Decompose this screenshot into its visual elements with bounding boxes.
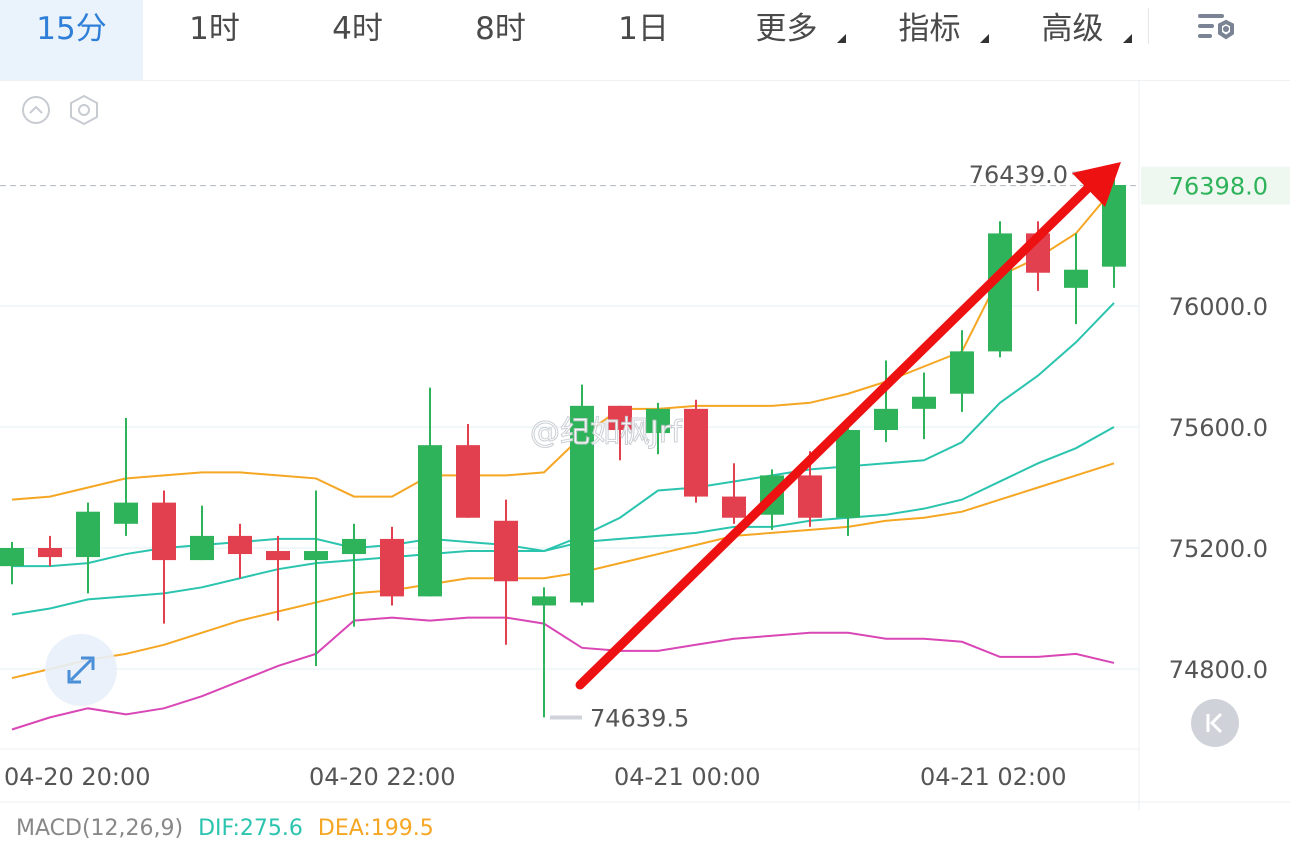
x-tick-label: 04-20 20:00 [4,763,151,791]
current-price-badge [1141,166,1290,205]
macd-dea: DEA:199.5 [317,816,434,841]
indicator-line-1 [11,462,1115,680]
y-tick-label: 75200.0 [1169,535,1268,563]
candle-body [152,502,176,561]
annotation-arrow-shaft [575,183,1093,690]
tab-label: 1时 [189,11,240,47]
tab-label: 指标 [898,11,961,47]
annotation-arrow-head [1072,162,1121,207]
candle-body [836,430,860,518]
low-price-label: 74639.5 [590,705,689,733]
macd-legend: MACD(12,26,9) DIF:275.6 DEA:199.5 [16,816,442,841]
current-price-label: 76398.0 [1169,173,1268,201]
candle-body [608,405,632,431]
tab-label: 1日 [618,11,669,47]
macd-params: MACD(12,26,9) [16,816,184,841]
candle-body [380,538,404,597]
tab-4[interactable]: 1日 [572,0,715,80]
candle-body [114,502,138,524]
tab-label: 4时 [332,11,383,47]
candle-body [304,551,328,561]
candle-body [684,408,708,497]
candle-body [1064,269,1088,288]
candle-body [228,535,252,555]
dropdown-caret-icon [837,34,846,43]
candle-body [798,475,822,518]
tab-label: 高级 [1041,11,1104,47]
candle-body [722,496,746,518]
hexagon-settings-icon[interactable] [68,94,100,126]
tab-6[interactable]: 指标 [858,0,1001,80]
tab-0[interactable]: 15分 [0,0,143,80]
macd-dif: DIF:275.6 [198,816,303,841]
tab-separator [1148,8,1149,44]
candle-body [418,445,442,597]
dropdown-caret-icon [1123,34,1132,43]
candle-body [0,548,24,567]
candlestick-chart[interactable]: 76000.0 75600.0 75200.0 74800.0 76398.0 76439… [0,80,1290,810]
tab-1[interactable]: 1时 [143,0,286,80]
indicator-line-0 [11,616,1115,731]
tab-label: 8时 [475,11,526,47]
candle-body [988,233,1012,352]
candle-body [912,396,936,409]
candle-body [38,548,62,558]
tab-7[interactable]: 高级 [1001,0,1144,80]
candle-body [494,520,518,582]
x-tick-label: 04-20 22:00 [309,763,456,791]
candle-body [646,408,670,434]
chevron-up-circle-icon[interactable] [21,95,51,125]
candle-body [342,538,366,555]
candle-body [874,408,898,431]
high-price-label: 76439.0 [969,161,1068,189]
candle-body [76,511,100,558]
expand-arrows-icon[interactable] [45,634,117,706]
indicator-line-4 [11,187,1115,501]
jump-to-latest-icon[interactable] [1191,699,1239,747]
candle-body [456,445,480,518]
tab-label: 更多 [755,11,818,47]
candle-body [266,551,290,561]
chart-settings-icon[interactable] [1190,10,1246,50]
y-tick-label: 75600.0 [1169,414,1268,442]
dropdown-caret-icon [980,34,989,43]
tab-5[interactable]: 更多 [715,0,858,80]
tab-3[interactable]: 8时 [429,0,572,80]
watermark-text: @纪如枫Jrf [530,415,683,450]
indicator-line-2 [11,426,1115,616]
timeframe-tabs: 15分 1时 4时 8时 1日 更多 指标 高级 [0,0,1290,81]
x-tick-label: 04-21 00:00 [614,763,761,791]
y-tick-label: 74800.0 [1169,656,1268,684]
y-tick-label: 76000.0 [1169,293,1268,321]
x-tick-label: 04-21 02:00 [920,763,1067,791]
candle-body [950,351,974,394]
tab-2[interactable]: 4时 [286,0,429,80]
candle-body [190,535,214,561]
tab-label: 15分 [36,11,107,47]
candle-body [532,596,556,606]
candle-body [570,405,594,603]
